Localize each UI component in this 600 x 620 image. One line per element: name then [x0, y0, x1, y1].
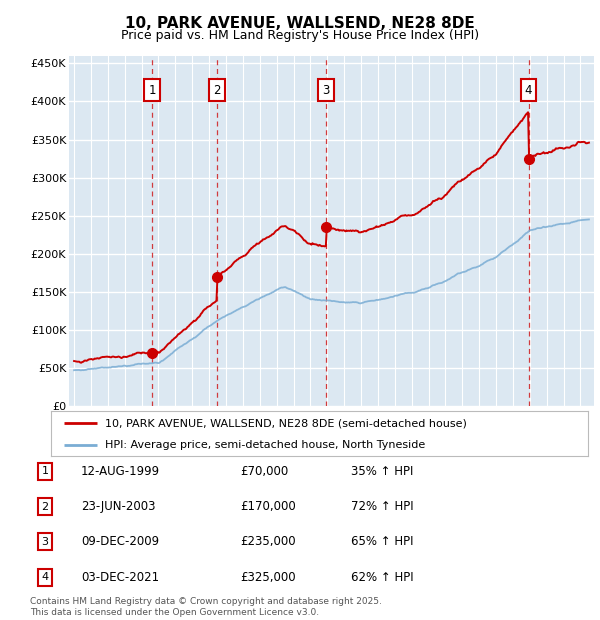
Text: £170,000: £170,000	[240, 500, 296, 513]
Text: 12-AUG-1999: 12-AUG-1999	[81, 465, 160, 477]
Text: 62% ↑ HPI: 62% ↑ HPI	[351, 571, 413, 583]
Text: 1: 1	[148, 84, 156, 97]
Text: 1: 1	[41, 466, 49, 476]
Text: HPI: Average price, semi-detached house, North Tyneside: HPI: Average price, semi-detached house,…	[105, 440, 425, 451]
Text: 72% ↑ HPI: 72% ↑ HPI	[351, 500, 413, 513]
Text: £325,000: £325,000	[240, 571, 296, 583]
Text: Price paid vs. HM Land Registry's House Price Index (HPI): Price paid vs. HM Land Registry's House …	[121, 29, 479, 42]
Text: 3: 3	[322, 84, 329, 97]
Text: Contains HM Land Registry data © Crown copyright and database right 2025.
This d: Contains HM Land Registry data © Crown c…	[30, 598, 382, 617]
Text: 10, PARK AVENUE, WALLSEND, NE28 8DE: 10, PARK AVENUE, WALLSEND, NE28 8DE	[125, 16, 475, 31]
Text: 10, PARK AVENUE, WALLSEND, NE28 8DE (semi-detached house): 10, PARK AVENUE, WALLSEND, NE28 8DE (sem…	[105, 418, 467, 428]
Text: 3: 3	[41, 537, 49, 547]
Text: 2: 2	[41, 502, 49, 512]
Text: £235,000: £235,000	[240, 536, 296, 548]
Text: 35% ↑ HPI: 35% ↑ HPI	[351, 465, 413, 477]
Text: 65% ↑ HPI: 65% ↑ HPI	[351, 536, 413, 548]
Text: 09-DEC-2009: 09-DEC-2009	[81, 536, 159, 548]
Text: 03-DEC-2021: 03-DEC-2021	[81, 571, 159, 583]
Text: £70,000: £70,000	[240, 465, 288, 477]
Text: 2: 2	[214, 84, 221, 97]
Text: 23-JUN-2003: 23-JUN-2003	[81, 500, 155, 513]
Text: 4: 4	[525, 84, 532, 97]
Text: 4: 4	[41, 572, 49, 582]
